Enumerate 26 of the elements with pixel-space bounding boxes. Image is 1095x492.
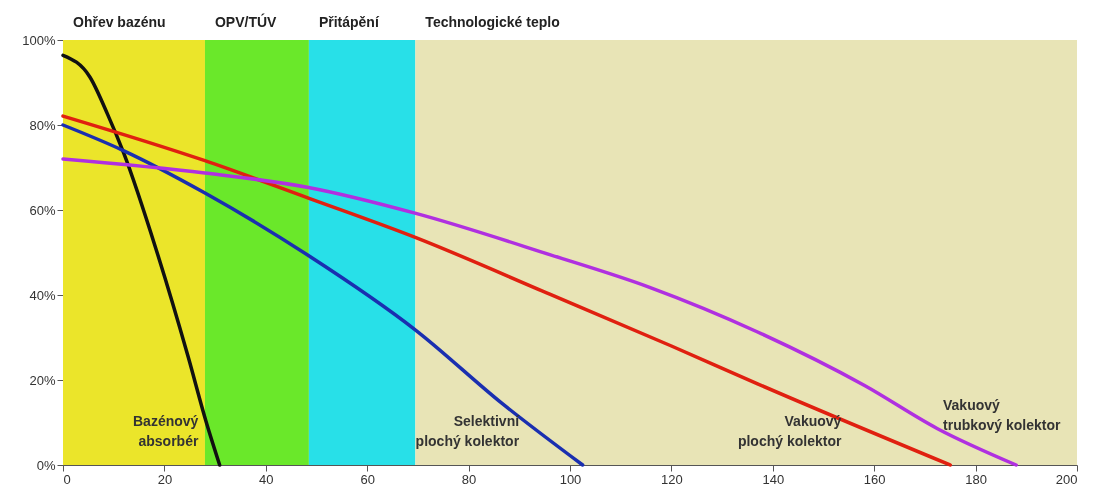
x-tick-label: 40	[259, 471, 274, 487]
series-label: Vakuový plochý kolektor	[737, 412, 842, 449]
x-tick-label: 200	[1055, 471, 1078, 487]
x-tick-label: 80	[461, 471, 477, 487]
band-label: Technologické teplo	[425, 14, 560, 30]
y-tick-label: 100%	[22, 32, 56, 48]
x-tick-label: 180	[965, 471, 987, 487]
band-label: OPV/TÚV	[214, 13, 278, 30]
x-tick-label: 20	[157, 471, 173, 487]
line-series	[61, 123, 585, 467]
y-tick-label: 40%	[29, 287, 56, 303]
series-label: Bazénový absorbér	[133, 412, 199, 449]
x-tick-label: 120	[661, 471, 683, 487]
y-tick-label: 60%	[29, 202, 56, 218]
band-label: Ohřev bazénu	[73, 14, 166, 30]
series-label: Selektivní plochý kolektor	[415, 412, 521, 449]
y-tick-label: 80%	[29, 117, 56, 133]
x-tick-label: 0	[63, 471, 71, 487]
x-tick-label: 100	[559, 471, 582, 487]
y-tick-label: 20%	[29, 372, 56, 388]
y-tick-label: 0%	[36, 457, 56, 473]
x-tick-label: 160	[863, 471, 886, 487]
x-tick-label: 60	[360, 471, 375, 487]
series-label: Vakuový trubkový kolektor	[943, 396, 1062, 433]
band-label: Přitápění	[318, 14, 380, 30]
x-tick-label: 140	[762, 471, 785, 487]
